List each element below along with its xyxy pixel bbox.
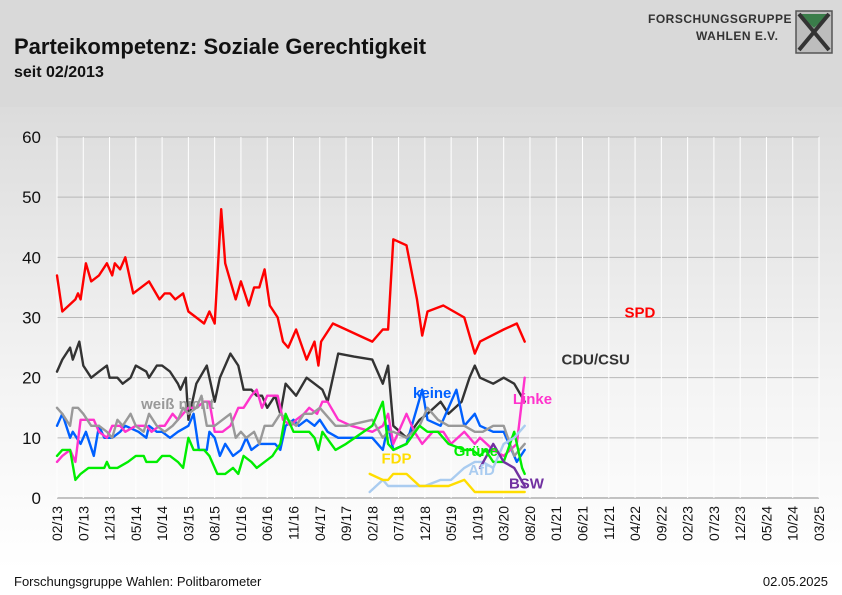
- series-line-linke: [55, 376, 526, 464]
- series-label-keine: keine: [413, 385, 451, 402]
- y-axis-tick-labels: 0 10 20 30 40 50 60: [22, 128, 41, 508]
- source-note: Forschungsgruppe Wahlen: Politbarometer: [14, 574, 262, 589]
- y-tick-label: 20: [22, 369, 41, 388]
- series-line-wei-nicht: [55, 394, 526, 458]
- x-tick-label: 10/14: [154, 506, 170, 541]
- x-tick-label: 11/16: [285, 506, 301, 540]
- x-tick-label: 02/23: [680, 506, 696, 541]
- x-tick-label: 12/23: [732, 506, 748, 541]
- series-label-wei-nicht: weiß nicht: [140, 396, 214, 413]
- x-tick-label: 07/13: [75, 506, 91, 541]
- y-tick-label: 50: [22, 188, 41, 207]
- x-tick-label: 11/21: [601, 506, 617, 540]
- x-tick-label: 01/16: [233, 506, 249, 541]
- x-tick-label: 10/19: [469, 506, 485, 541]
- page-subtitle: seit 02/2013: [14, 64, 104, 81]
- x-tick-label: 03/20: [496, 506, 512, 541]
- series-label-gr-ne: Grüne: [454, 443, 498, 460]
- series-lines: [55, 207, 526, 494]
- x-tick-label: 06/16: [259, 506, 275, 541]
- series-line-afd: [368, 424, 526, 494]
- x-tick-label: 04/17: [312, 506, 328, 541]
- x-tick-label: 10/24: [785, 506, 801, 541]
- series-line-fdp: [368, 472, 526, 494]
- series-label-cdu-csu: CDU/CSU: [561, 351, 629, 368]
- x-tick-label: 03/15: [180, 506, 196, 541]
- logo-text-line2: WAHLEN E.V.: [696, 29, 779, 43]
- x-tick-label: 09/17: [338, 506, 354, 541]
- series-line-keine: [55, 388, 526, 464]
- x-axis-tick-labels: 02/13 07/13 12/13 05/14 10/14 03/15 08/15 01/16…: [49, 506, 827, 541]
- x-tick-label: 06/21: [575, 506, 591, 541]
- x-tick-label: 07/23: [706, 506, 722, 541]
- x-tick-label: 04/22: [627, 506, 643, 541]
- series-label-linke: Linke: [513, 391, 552, 408]
- x-tick-label: 02/13: [49, 506, 65, 541]
- header: Parteikompetenz: Soziale Gerechtigkeit s…: [0, 0, 842, 107]
- series-line-spd: [55, 207, 526, 367]
- series-label-fdp: FDP: [382, 451, 412, 468]
- footer: Forschungsgruppe Wahlen: Politbarometer …: [0, 570, 842, 595]
- series-line-gr-ne: [55, 400, 526, 482]
- series-label-bsw: BSW: [509, 475, 545, 492]
- x-tick-label: 02/18: [364, 506, 380, 541]
- x-tick-label: 08/20: [522, 506, 538, 541]
- x-tick-label: 03/25: [811, 506, 827, 541]
- series-label-spd: SPD: [625, 305, 656, 322]
- y-tick-label: 10: [22, 429, 41, 448]
- series-line-bsw: [478, 442, 526, 488]
- x-tick-label: 08/15: [207, 506, 223, 541]
- x-tick-label: 07/18: [391, 506, 407, 541]
- x-tick-label: 05/19: [443, 506, 459, 541]
- x-tick-label: 12/18: [417, 506, 433, 541]
- series-labels: SPD CDU/CSU keine Linke weiß nicht Grüne AfD FD…: [140, 305, 655, 493]
- publication-date: 02.05.2025: [762, 574, 828, 589]
- page-title: Parteikompetenz: Soziale Gerechtigkeit: [14, 34, 427, 59]
- logo-mark-icon: [795, 10, 833, 54]
- y-tick-label: 60: [22, 128, 41, 147]
- x-tick-label: 09/22: [653, 506, 669, 541]
- x-tick-label: 01/21: [548, 506, 564, 541]
- logo: FORSCHUNGSGRUPPE WAHLEN E.V.: [648, 10, 834, 54]
- y-tick-label: 30: [22, 309, 41, 328]
- x-tick-label: 12/13: [102, 506, 118, 541]
- x-tick-label: 05/24: [758, 506, 774, 541]
- grid-lines: [56, 136, 820, 499]
- y-tick-label: 0: [32, 489, 41, 508]
- logo-text-line1: FORSCHUNGSGRUPPE: [648, 12, 793, 26]
- y-tick-label: 40: [22, 248, 41, 267]
- chart-area: 0 10 20 30 40 50 60 02/13 07/13 12/13 05/14 10/14 0…: [0, 107, 842, 570]
- series-label-afd: AfD: [468, 462, 495, 479]
- x-tick-label: 05/14: [128, 506, 144, 541]
